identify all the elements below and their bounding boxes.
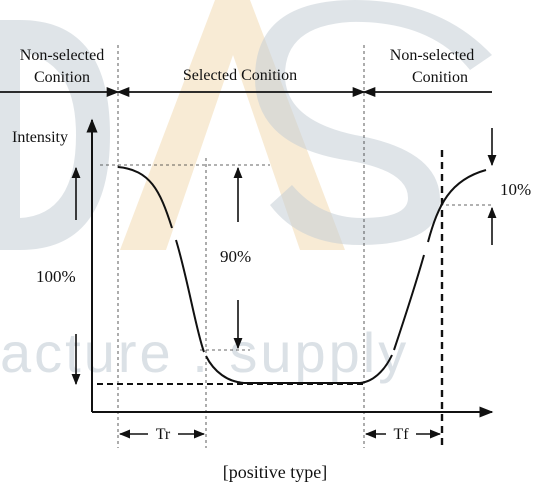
ninety-percent-label: 90%	[220, 247, 251, 266]
tr-label: Tr	[156, 426, 171, 443]
watermark-letter-s	[255, 0, 492, 245]
selected-condition-label: Selected Conition	[183, 67, 297, 84]
non-selected-right-label-2: Conition	[412, 69, 468, 86]
watermark-letter-a	[120, 0, 345, 250]
labels: Non-selected Conition Selected Conition …	[12, 47, 531, 482]
curve-fall	[117, 166, 173, 229]
non-selected-left-label-1: Non-selected	[20, 47, 104, 64]
hundred-percent-label: 100%	[36, 267, 76, 286]
intensity-curve	[117, 166, 487, 384]
caption: [positive type]	[223, 462, 327, 482]
watermark: acture . supply	[0, 0, 492, 384]
curve-bottom	[205, 354, 393, 384]
watermark-text: acture . supply	[0, 321, 409, 384]
curve-fall-lower	[175, 239, 205, 353]
curve-rise-upper	[427, 169, 487, 243]
non-selected-left-label-2: Conition	[34, 69, 90, 86]
axes	[86, 118, 494, 418]
watermark-letter-d	[0, 20, 110, 250]
boundary-lines	[100, 45, 492, 448]
tf-label: Tf	[393, 426, 409, 443]
non-selected-right-label-1: Non-selected	[390, 47, 474, 64]
curve-rise	[393, 254, 425, 351]
ten-percent-label: 10%	[500, 180, 531, 199]
intensity-label: Intensity	[12, 129, 68, 146]
